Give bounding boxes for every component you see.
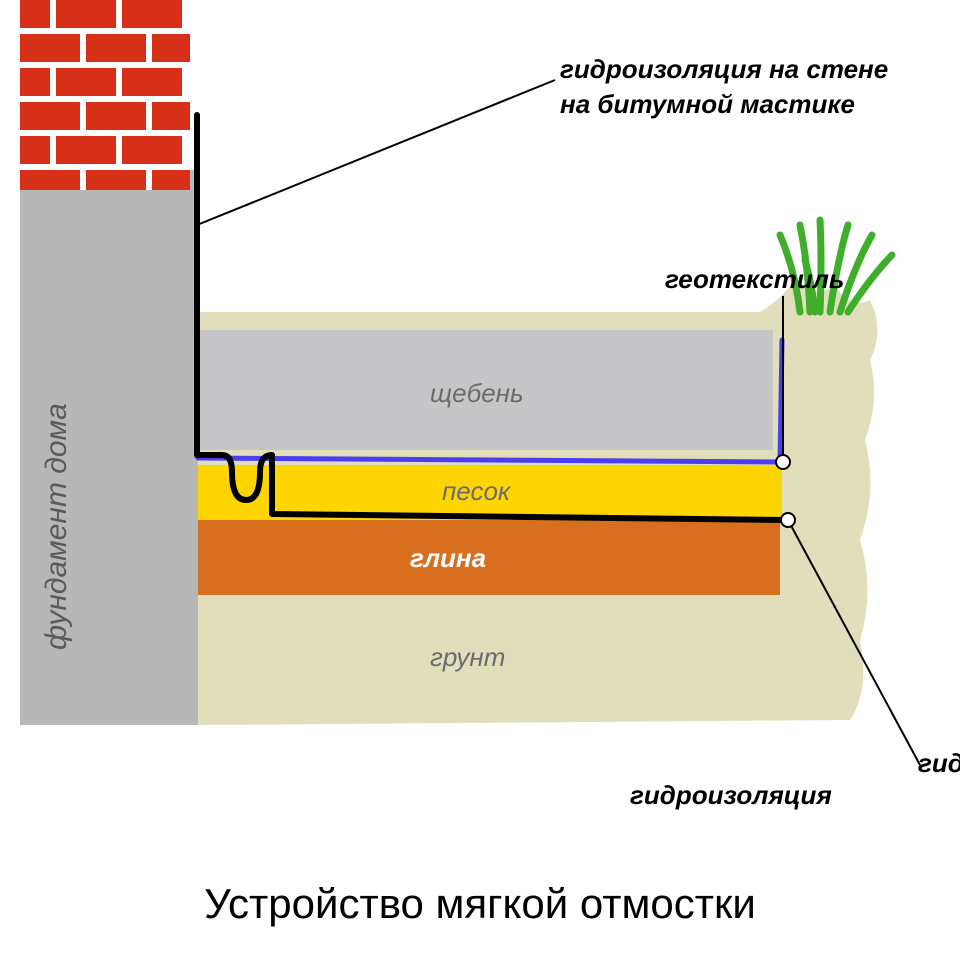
brick-wall [20,0,190,190]
diagram-stage: гидроизоляция на стене на битумной масти… [0,0,960,960]
label-wall-waterproof-line2: на битумной мастике [560,87,888,122]
label-clay: глина [410,543,486,574]
label-geotextile: геотекстиль [665,264,844,295]
label-gravel: щебень [430,378,524,409]
label-wall-waterproof: гидроизоляция на стене на битумной масти… [560,52,888,122]
label-sand: песок [442,476,510,507]
clay-layer [198,520,780,595]
label-waterproof: гидроизоляция [630,780,832,811]
label-wall-waterproof-line1: гидроизоляция на стене [560,52,888,87]
marker-geotextile [776,455,790,469]
label-soil: грунт [430,642,505,673]
label-waterproof-cut: гидр [918,748,960,779]
callout-wall-waterproof [197,80,555,225]
diagram-title: Устройство мягкой отмостки [0,880,960,928]
marker-waterproof [781,513,795,527]
label-foundation: фундамент дома [40,403,74,650]
